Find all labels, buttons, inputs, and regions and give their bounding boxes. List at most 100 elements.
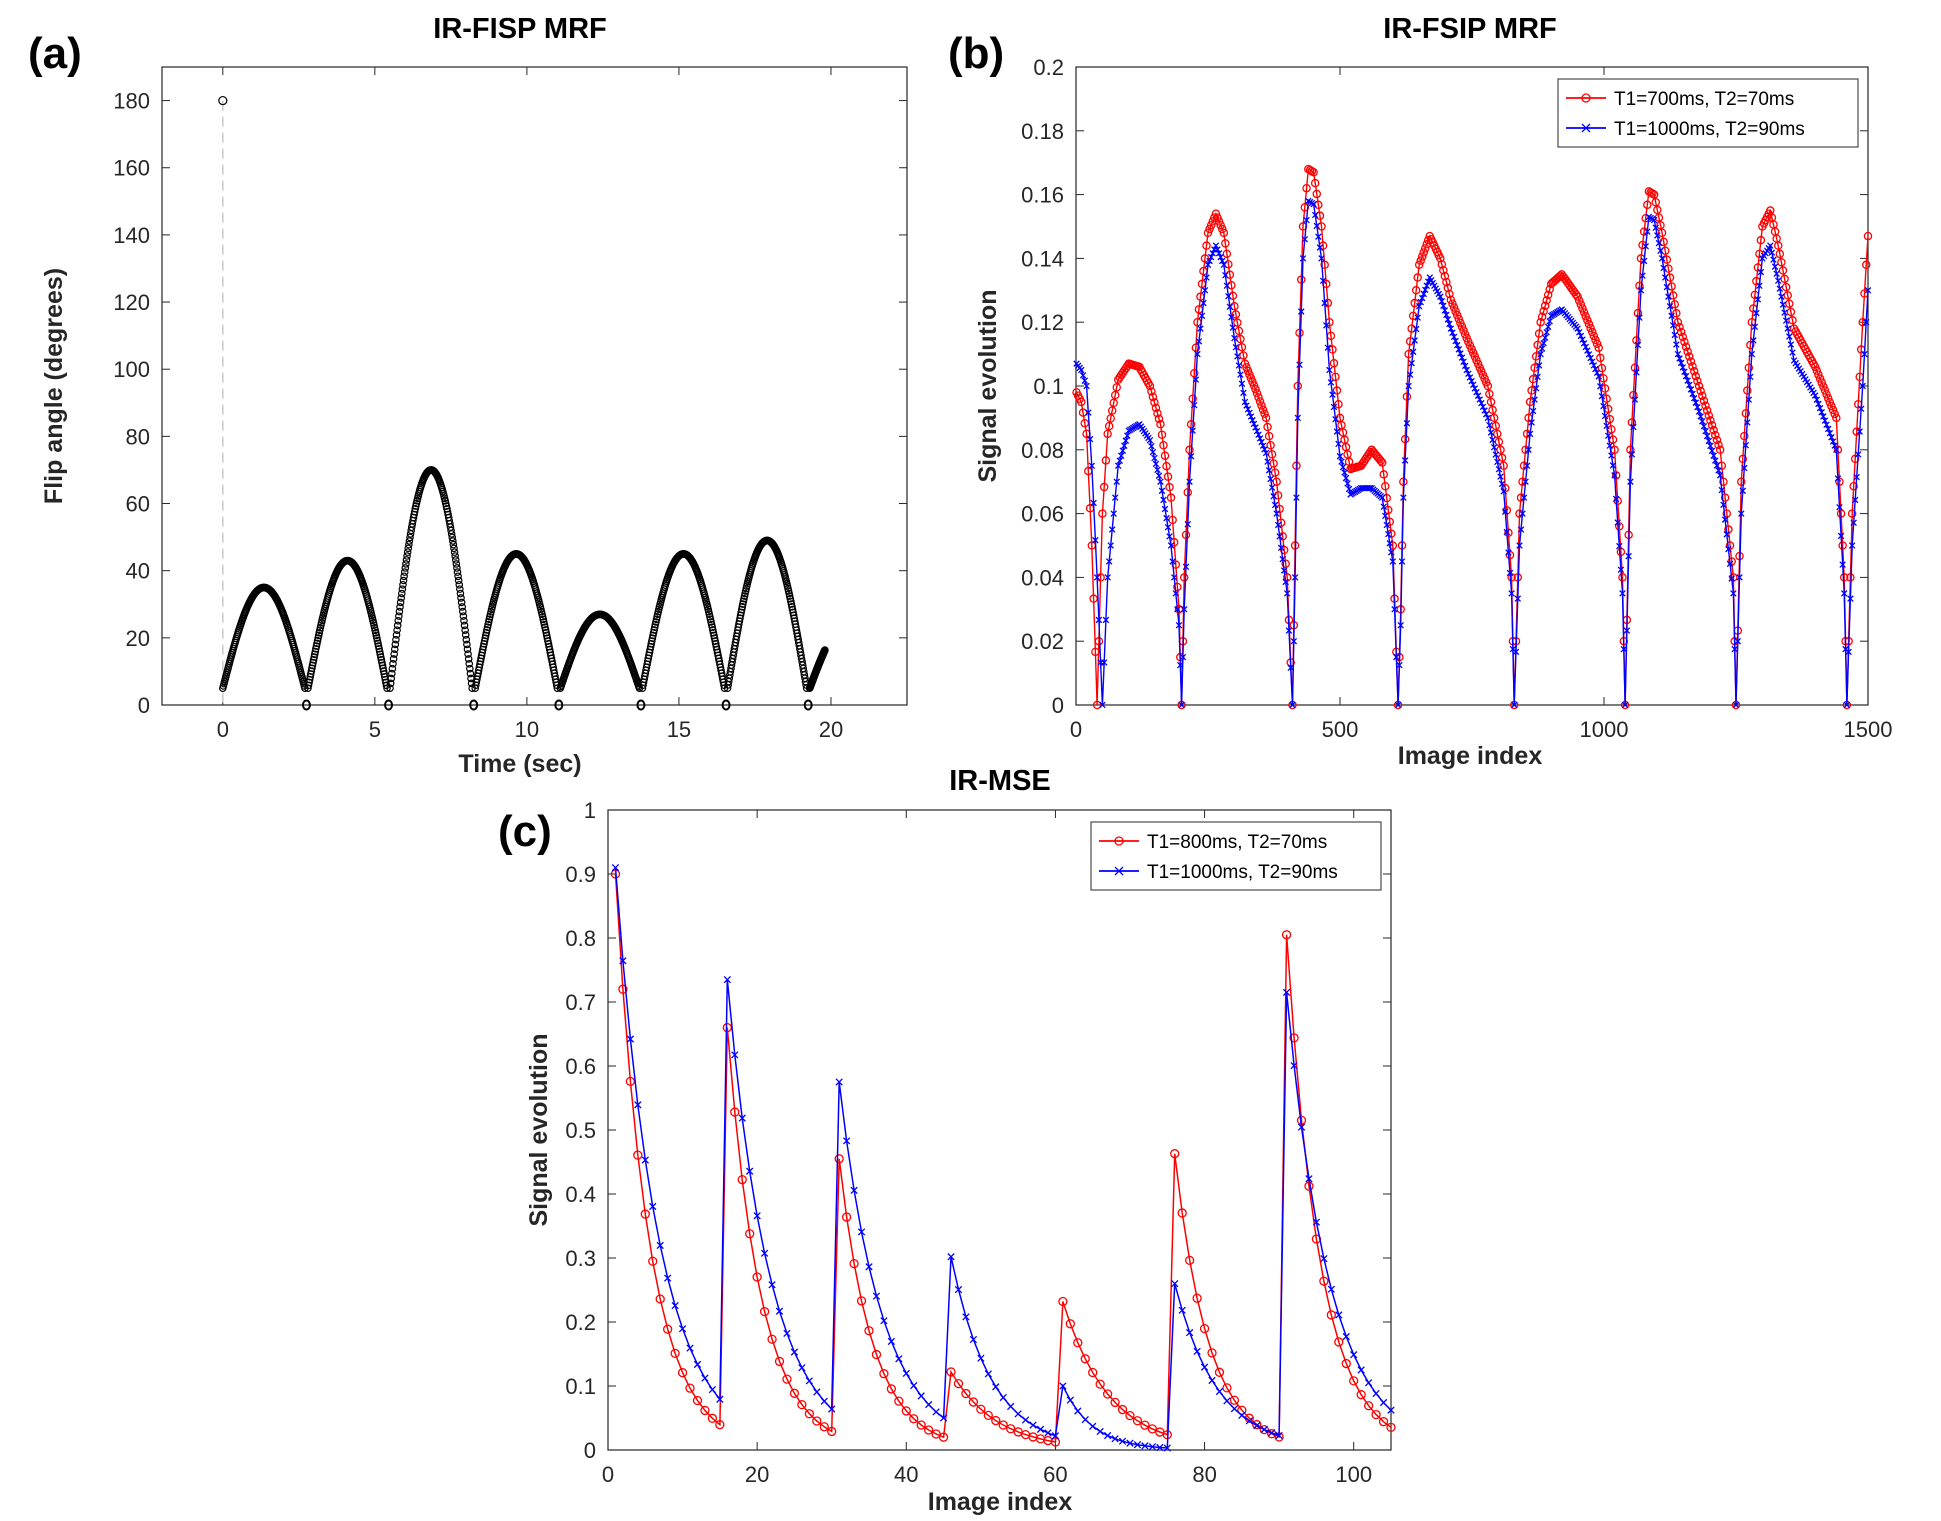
data-point (1215, 250, 1223, 257)
data-point (1217, 253, 1224, 261)
data-point (1669, 322, 1677, 329)
data-point (1099, 482, 1109, 492)
data-point (1356, 1390, 1366, 1400)
data-point (842, 1137, 851, 1145)
zero-flip-point (384, 699, 394, 711)
y-axis-label: Signal evolution (974, 289, 1002, 482)
data-point (1452, 337, 1459, 345)
data-point (1301, 236, 1309, 243)
data-point (1784, 325, 1791, 332)
data-point (1222, 1383, 1232, 1393)
data-point (1263, 422, 1272, 432)
data-point (1156, 1443, 1164, 1452)
data-point (1189, 427, 1196, 434)
data-point (1111, 494, 1119, 501)
chart-title: IR-FISP MRF (433, 13, 606, 45)
flip-angle-point (397, 594, 406, 602)
data-point (1191, 343, 1201, 352)
data-point (634, 1101, 642, 1109)
data-point (1522, 478, 1529, 485)
data-point (1851, 496, 1859, 504)
data-point (640, 1209, 650, 1219)
data-point (1341, 469, 1348, 476)
data-point (1585, 351, 1593, 358)
legend-entry: T1=1000ms, T2=90ms (1147, 862, 1338, 883)
data-point (1108, 526, 1116, 533)
data-point (1602, 394, 1611, 404)
data-point (1140, 1420, 1150, 1430)
flip-angle-point (392, 631, 401, 639)
data-point (1260, 409, 1269, 419)
data-point (1655, 239, 1663, 247)
data-point (1594, 343, 1603, 352)
data-point (1396, 661, 1403, 669)
legend-entry: T1=1000ms, T2=90ms (1614, 119, 1805, 140)
data-point (1589, 331, 1599, 341)
data-point (1786, 307, 1796, 317)
data-point (1529, 407, 1537, 415)
data-point (1259, 1424, 1269, 1435)
data-point (1092, 700, 1102, 710)
data-point (1117, 1404, 1128, 1415)
data-point (1702, 406, 1712, 415)
data-point (1237, 1405, 1247, 1415)
flip-angle-point (447, 526, 455, 535)
data-point (1737, 477, 1746, 486)
data-point (737, 1175, 747, 1185)
flip-angle-point (480, 637, 489, 645)
y-tick-label: 0.5 (565, 1118, 596, 1143)
data-point (1160, 451, 1170, 460)
flip-angle-point (395, 607, 404, 616)
data-point (1725, 545, 1732, 553)
data-point (1487, 429, 1495, 436)
data-point (1402, 392, 1412, 401)
data-point (1307, 166, 1317, 176)
data-point (1276, 533, 1283, 540)
data-point (1738, 510, 1745, 517)
data-point (1745, 396, 1753, 403)
data-point (1611, 471, 1621, 480)
data-point (1502, 508, 1509, 515)
data-point (1678, 332, 1688, 342)
data-point (1863, 231, 1873, 241)
data-point (1827, 401, 1836, 411)
data-point (1418, 294, 1426, 302)
data-point (1703, 432, 1711, 440)
data-point (1499, 461, 1508, 470)
data-point (1244, 405, 1252, 413)
data-point (1279, 555, 1286, 563)
data-point (1178, 701, 1185, 709)
data-point (1350, 1351, 1358, 1359)
data-point (1419, 248, 1428, 257)
data-point (1338, 458, 1345, 465)
data-point (1156, 420, 1165, 429)
data-point (656, 1241, 664, 1250)
data-point (1861, 260, 1871, 270)
data-point (1814, 370, 1823, 379)
data-point (1821, 417, 1829, 424)
y-tick-label: 0.12 (1021, 310, 1064, 335)
data-point (1497, 473, 1504, 480)
data-point (1290, 637, 1298, 645)
data-point (1232, 344, 1240, 351)
data-point (1388, 549, 1395, 556)
panel-label: (b) (948, 29, 1004, 78)
data-point (1186, 420, 1196, 429)
data-point (1320, 1254, 1328, 1263)
data-point (1649, 190, 1659, 199)
flip-angle-point (738, 603, 747, 611)
data-point (1363, 1401, 1374, 1411)
data-point (1788, 316, 1797, 325)
data-point (1676, 355, 1683, 362)
data-point (1178, 1306, 1186, 1314)
data-point (1779, 301, 1787, 308)
data-point (1105, 558, 1113, 565)
data-point (1246, 409, 1253, 417)
data-point (1587, 354, 1594, 362)
flip-angle-point (399, 576, 408, 585)
flip-angle-point (821, 646, 829, 654)
data-point (1826, 429, 1834, 437)
data-point (1147, 1424, 1158, 1434)
data-point (1133, 1441, 1142, 1449)
data-point (1177, 1208, 1187, 1218)
